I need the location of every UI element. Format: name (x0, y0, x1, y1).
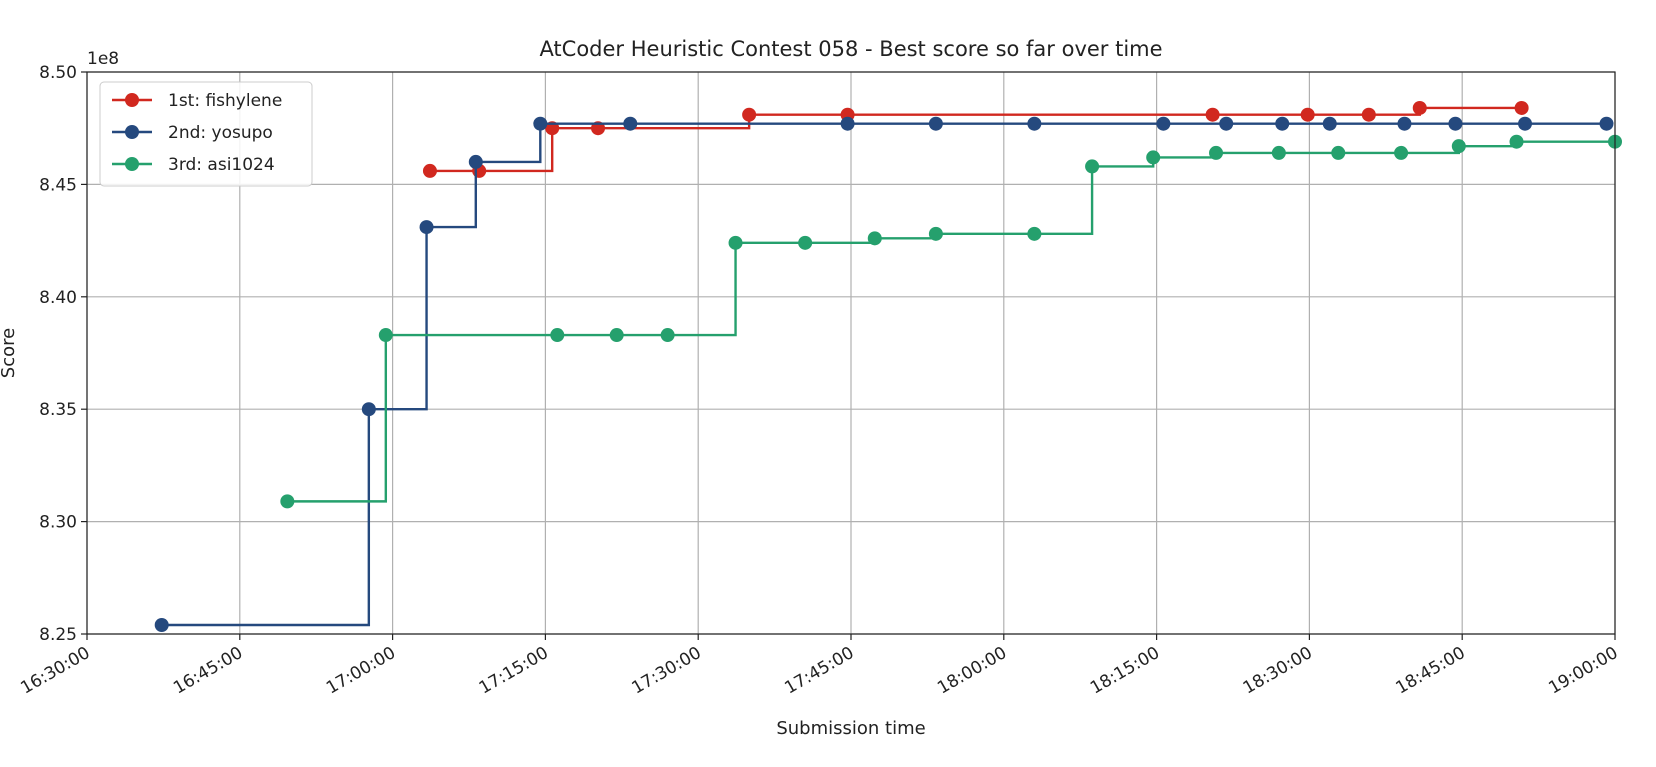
legend-marker-3 (125, 157, 139, 171)
series-2-point (1275, 116, 1290, 131)
legend-marker-2 (125, 125, 139, 139)
y-tick-label: 8.40 (39, 288, 77, 308)
series-3-point (1271, 145, 1286, 160)
x-tick-label: 19:00:00 (1545, 643, 1621, 699)
x-tick-label: 16:45:00 (170, 643, 246, 699)
x-tick-label: 16:30:00 (17, 643, 93, 699)
x-tick-label: 18:00:00 (934, 643, 1010, 699)
y-tick-label: 8.30 (39, 513, 77, 533)
series-2-point (928, 116, 943, 131)
series-1-point (1300, 107, 1315, 122)
grid-layer (86, 71, 1616, 635)
series-3-point (660, 328, 675, 343)
series-3-point (1394, 145, 1409, 160)
series-2-step-line (161, 122, 1607, 627)
series-3-point (867, 231, 882, 246)
series-1-point (1205, 107, 1220, 122)
series-2 (154, 116, 1614, 633)
series-1-step-line (429, 106, 1522, 173)
series-3-point (550, 328, 565, 343)
series-2-point (468, 154, 483, 169)
x-axis-label: Submission time (776, 718, 925, 739)
series-1-point (1361, 107, 1376, 122)
legend-marker-1 (125, 93, 139, 107)
legend-label-3: 3rd: asi1024 (168, 155, 275, 175)
series-3 (280, 134, 1622, 509)
y-offset-label: 1e8 (87, 49, 119, 69)
series-3-point (280, 494, 295, 509)
series-3-point (1027, 226, 1042, 241)
y-tick-label: 8.45 (39, 175, 77, 195)
series-2-point (1219, 116, 1234, 131)
series-1-point (1412, 100, 1427, 115)
series-2-point (840, 116, 855, 131)
series-3-point (1146, 150, 1161, 165)
series-3-point (1509, 134, 1524, 149)
y-tick-label: 8.25 (39, 625, 77, 645)
legend-items: 1st: fishylene 2nd: yosupo 3rd: asi1024 (112, 91, 282, 175)
series-3-point (1451, 139, 1466, 154)
series-1-point (742, 107, 757, 122)
series-3-point (1331, 145, 1346, 160)
x-tick-label: 18:15:00 (1087, 643, 1163, 699)
series-2-point (1156, 116, 1171, 131)
legend: 1st: fishylene 2nd: yosupo 3rd: asi1024 (99, 81, 313, 187)
series-2-point (361, 402, 376, 417)
series-3-point (378, 328, 393, 343)
series-3-point (1209, 145, 1224, 160)
y-tick-label: 8.50 (39, 63, 77, 83)
legend-label-2: 2nd: yosupo (168, 123, 273, 143)
y-tick-label: 8.35 (39, 400, 77, 420)
series-3-point (798, 235, 813, 250)
legend-frame (99, 81, 313, 187)
x-tick-label: 17:45:00 (781, 643, 857, 699)
y-axis-label: Score (0, 328, 19, 378)
series-2-point (533, 116, 548, 131)
series-2-point (1518, 116, 1533, 131)
series-2-point (1027, 116, 1042, 131)
x-tick-label: 17:30:00 (629, 643, 705, 699)
series-3-step-line (287, 140, 1615, 503)
series-2-point (1397, 116, 1412, 131)
series-3-point (1085, 159, 1100, 174)
series-2-point (1322, 116, 1337, 131)
series-3-point (728, 235, 743, 250)
x-tick-label: 18:30:00 (1240, 643, 1316, 699)
chart-title: AtCoder Heuristic Contest 058 - Best sco… (539, 37, 1162, 61)
series-2-point (419, 220, 434, 235)
series-3-point (928, 226, 943, 241)
series-2-point (1599, 116, 1614, 131)
series-1-point (1514, 100, 1529, 115)
series-2-point (154, 618, 169, 633)
series-1 (422, 100, 1529, 178)
series-2-point (623, 116, 638, 131)
x-tick-label: 17:00:00 (323, 643, 399, 699)
x-tick-label: 17:15:00 (476, 643, 552, 699)
series-1-point (422, 163, 437, 178)
series-2-point (1448, 116, 1463, 131)
series-layer (154, 100, 1622, 633)
x-tick-label: 18:45:00 (1393, 643, 1469, 699)
series-3-point (609, 328, 624, 343)
legend-label-1: 1st: fishylene (168, 91, 282, 111)
